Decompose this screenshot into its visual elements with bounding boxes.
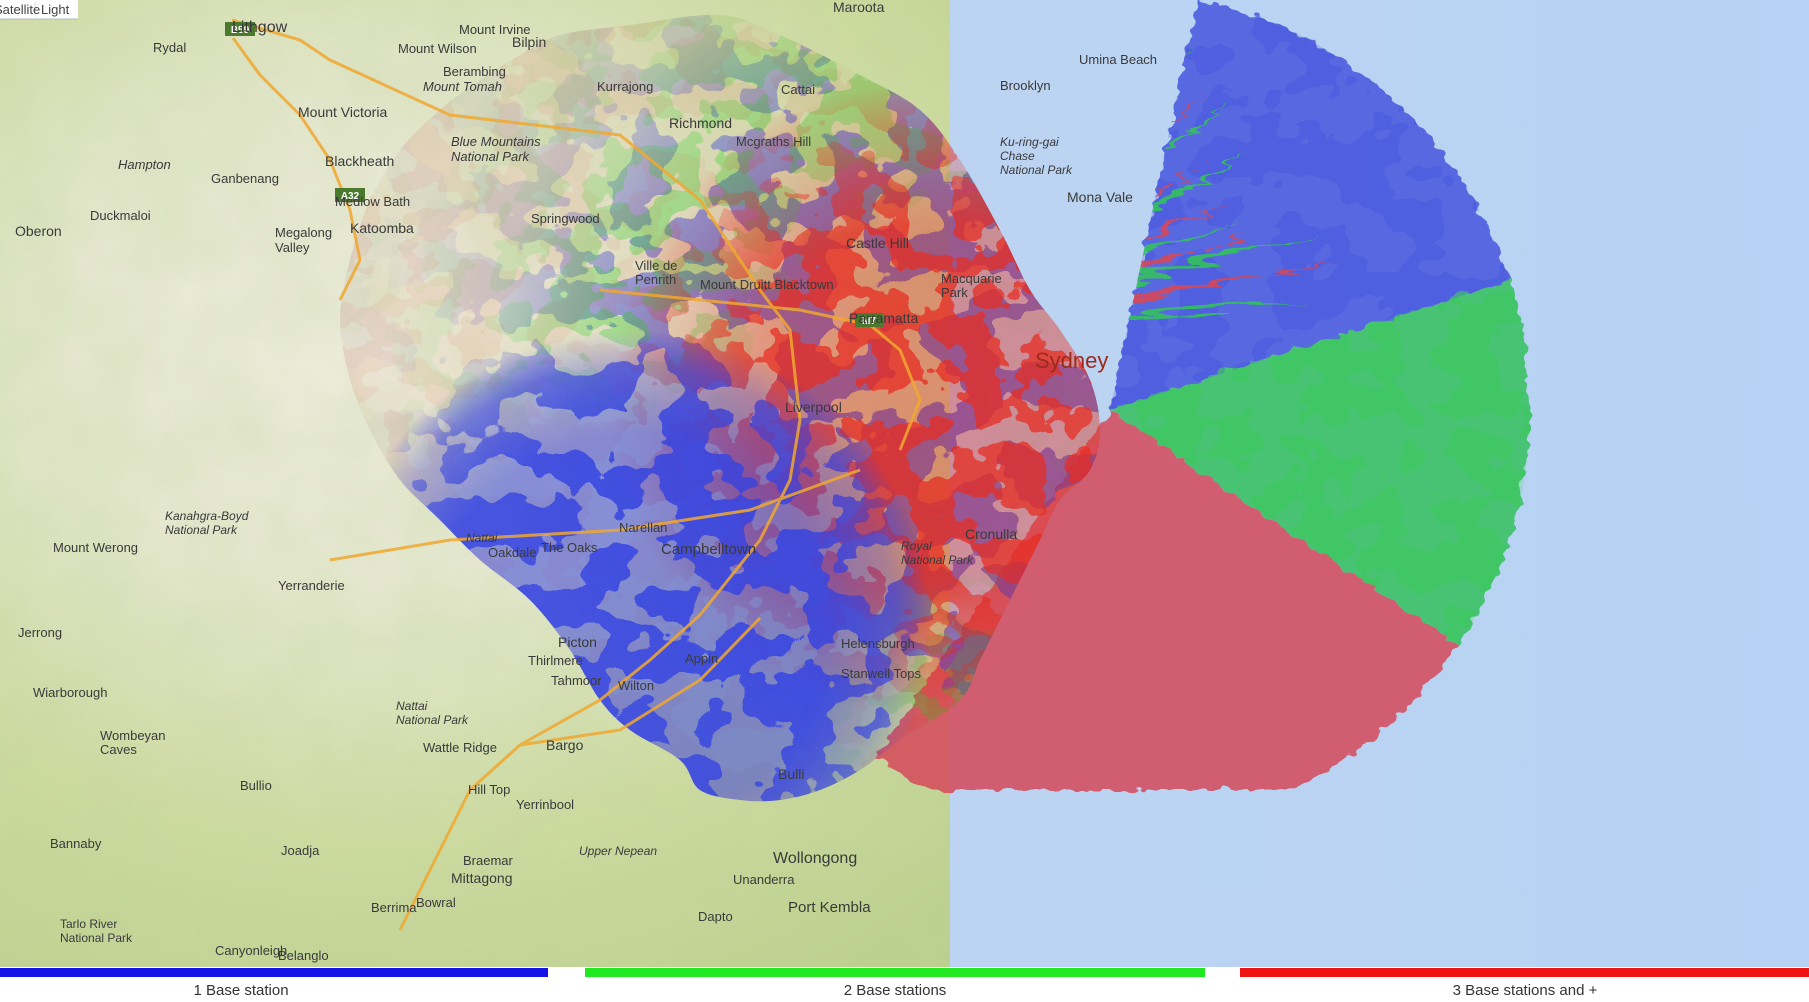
svg-text:Cattai: Cattai [781, 82, 815, 97]
svg-text:Jerrong: Jerrong [18, 625, 62, 640]
svg-text:National Park: National Park [901, 553, 974, 567]
svg-text:Rydal: Rydal [153, 40, 186, 55]
svg-text:Wollongong: Wollongong [773, 850, 857, 867]
svg-text:Berambing: Berambing [443, 64, 506, 79]
svg-text:National Park: National Park [165, 523, 238, 537]
svg-text:Dapto: Dapto [698, 909, 733, 924]
svg-text:Blackheath: Blackheath [325, 153, 394, 169]
svg-text:Upper Nepean: Upper Nepean [579, 844, 657, 858]
svg-text:Chase: Chase [1000, 149, 1035, 163]
svg-text:Appin: Appin [685, 651, 718, 666]
svg-text:Medlow Bath: Medlow Bath [335, 194, 410, 209]
svg-text:Ku-ring-gai: Ku-ring-gai [1000, 135, 1059, 149]
svg-text:1 Base station: 1 Base station [193, 982, 288, 999]
svg-text:Umina Beach: Umina Beach [1079, 52, 1157, 67]
svg-text:Bargo: Bargo [546, 737, 584, 753]
svg-text:Bowral: Bowral [416, 895, 456, 910]
svg-text:Campbelltown: Campbelltown [661, 541, 756, 558]
svg-text:Brooklyn: Brooklyn [1000, 78, 1051, 93]
svg-text:Mittagong: Mittagong [451, 870, 512, 886]
svg-text:Caves: Caves [100, 742, 137, 757]
svg-text:Penrith: Penrith [635, 272, 676, 287]
svg-text:Satellite: Satellite [0, 2, 40, 17]
svg-text:Berrima: Berrima [371, 900, 417, 915]
svg-text:Parramatta: Parramatta [849, 310, 918, 326]
svg-text:Royal: Royal [901, 539, 932, 553]
svg-text:Park: Park [941, 285, 968, 300]
svg-text:Wattle Ridge: Wattle Ridge [423, 740, 497, 755]
svg-text:Blue Mountains: Blue Mountains [451, 134, 541, 149]
svg-text:2 Base stations: 2 Base stations [844, 982, 947, 999]
svg-text:Maroota: Maroota [833, 0, 885, 15]
svg-text:Richmond: Richmond [669, 115, 732, 131]
svg-text:Lithgow: Lithgow [232, 19, 288, 36]
svg-text:Unanderra: Unanderra [733, 872, 795, 887]
svg-text:Oakdale: Oakdale [488, 545, 536, 560]
svg-text:Canyonleigh: Canyonleigh [215, 943, 287, 958]
svg-text:3 Base stations and +: 3 Base stations and + [1453, 982, 1598, 999]
svg-text:Oberon: Oberon [15, 223, 62, 239]
svg-text:Ville de: Ville de [635, 258, 677, 273]
svg-text:Katoomba: Katoomba [350, 220, 414, 236]
svg-text:Belanglo: Belanglo [278, 948, 329, 963]
svg-text:Bullio: Bullio [240, 778, 272, 793]
svg-text:National Park: National Park [396, 713, 469, 727]
svg-text:Braemar: Braemar [463, 853, 514, 868]
svg-text:Bulli: Bulli [778, 766, 804, 782]
svg-text:Duckmaloi: Duckmaloi [90, 208, 151, 223]
svg-text:Light: Light [41, 2, 70, 17]
svg-text:Hampton: Hampton [118, 157, 171, 172]
svg-text:National Park: National Park [451, 149, 531, 164]
svg-text:Nattai: Nattai [466, 531, 498, 545]
svg-text:Bilpin: Bilpin [512, 34, 546, 50]
svg-text:Helensburgh: Helensburgh [841, 636, 915, 651]
svg-text:Yerrinbool: Yerrinbool [516, 797, 574, 812]
svg-text:Joadja: Joadja [281, 843, 320, 858]
svg-text:Mona Vale: Mona Vale [1067, 189, 1133, 205]
svg-text:Wiarborough: Wiarborough [33, 685, 107, 700]
svg-text:Bannaby: Bannaby [50, 836, 102, 851]
svg-text:Picton: Picton [558, 634, 597, 650]
svg-text:Mount Tomah: Mount Tomah [423, 79, 502, 94]
svg-text:National Park: National Park [1000, 163, 1073, 177]
svg-text:Megalong: Megalong [275, 225, 332, 240]
svg-text:Springwood: Springwood [531, 211, 600, 226]
svg-text:Macquarie: Macquarie [941, 271, 1002, 286]
svg-text:Castle Hill: Castle Hill [846, 235, 909, 251]
svg-text:Mount Werong: Mount Werong [53, 540, 138, 555]
svg-text:Mcgraths Hill: Mcgraths Hill [736, 134, 811, 149]
svg-text:Mount Wilson: Mount Wilson [398, 41, 477, 56]
svg-text:Wombeyan: Wombeyan [100, 728, 166, 743]
svg-text:Tahmoor: Tahmoor [551, 673, 602, 688]
svg-text:Hill Top: Hill Top [468, 782, 510, 797]
svg-text:Mount Victoria: Mount Victoria [298, 104, 387, 120]
svg-text:National Park: National Park [60, 931, 133, 945]
svg-text:Thirlmere: Thirlmere [528, 653, 583, 668]
svg-text:Yerranderie: Yerranderie [278, 578, 345, 593]
svg-text:Tarlo River: Tarlo River [60, 917, 117, 931]
svg-text:Valley: Valley [275, 240, 310, 255]
svg-text:Narellan: Narellan [619, 520, 667, 535]
svg-text:Kurrajong: Kurrajong [597, 79, 653, 94]
svg-text:Mount Druitt Blacktown: Mount Druitt Blacktown [700, 277, 834, 292]
svg-text:Sydney: Sydney [1035, 348, 1108, 373]
svg-text:Nattai: Nattai [396, 699, 428, 713]
svg-text:Port Kembla: Port Kembla [788, 899, 871, 916]
svg-text:Ganbenang: Ganbenang [211, 171, 279, 186]
svg-text:Liverpool: Liverpool [785, 399, 842, 415]
svg-text:The Oaks: The Oaks [541, 540, 598, 555]
svg-text:Cronulla: Cronulla [965, 526, 1017, 542]
svg-text:Kanahgra-Boyd: Kanahgra-Boyd [165, 509, 249, 523]
svg-text:Stanwell Tops: Stanwell Tops [841, 666, 921, 681]
svg-text:Wilton: Wilton [618, 678, 654, 693]
